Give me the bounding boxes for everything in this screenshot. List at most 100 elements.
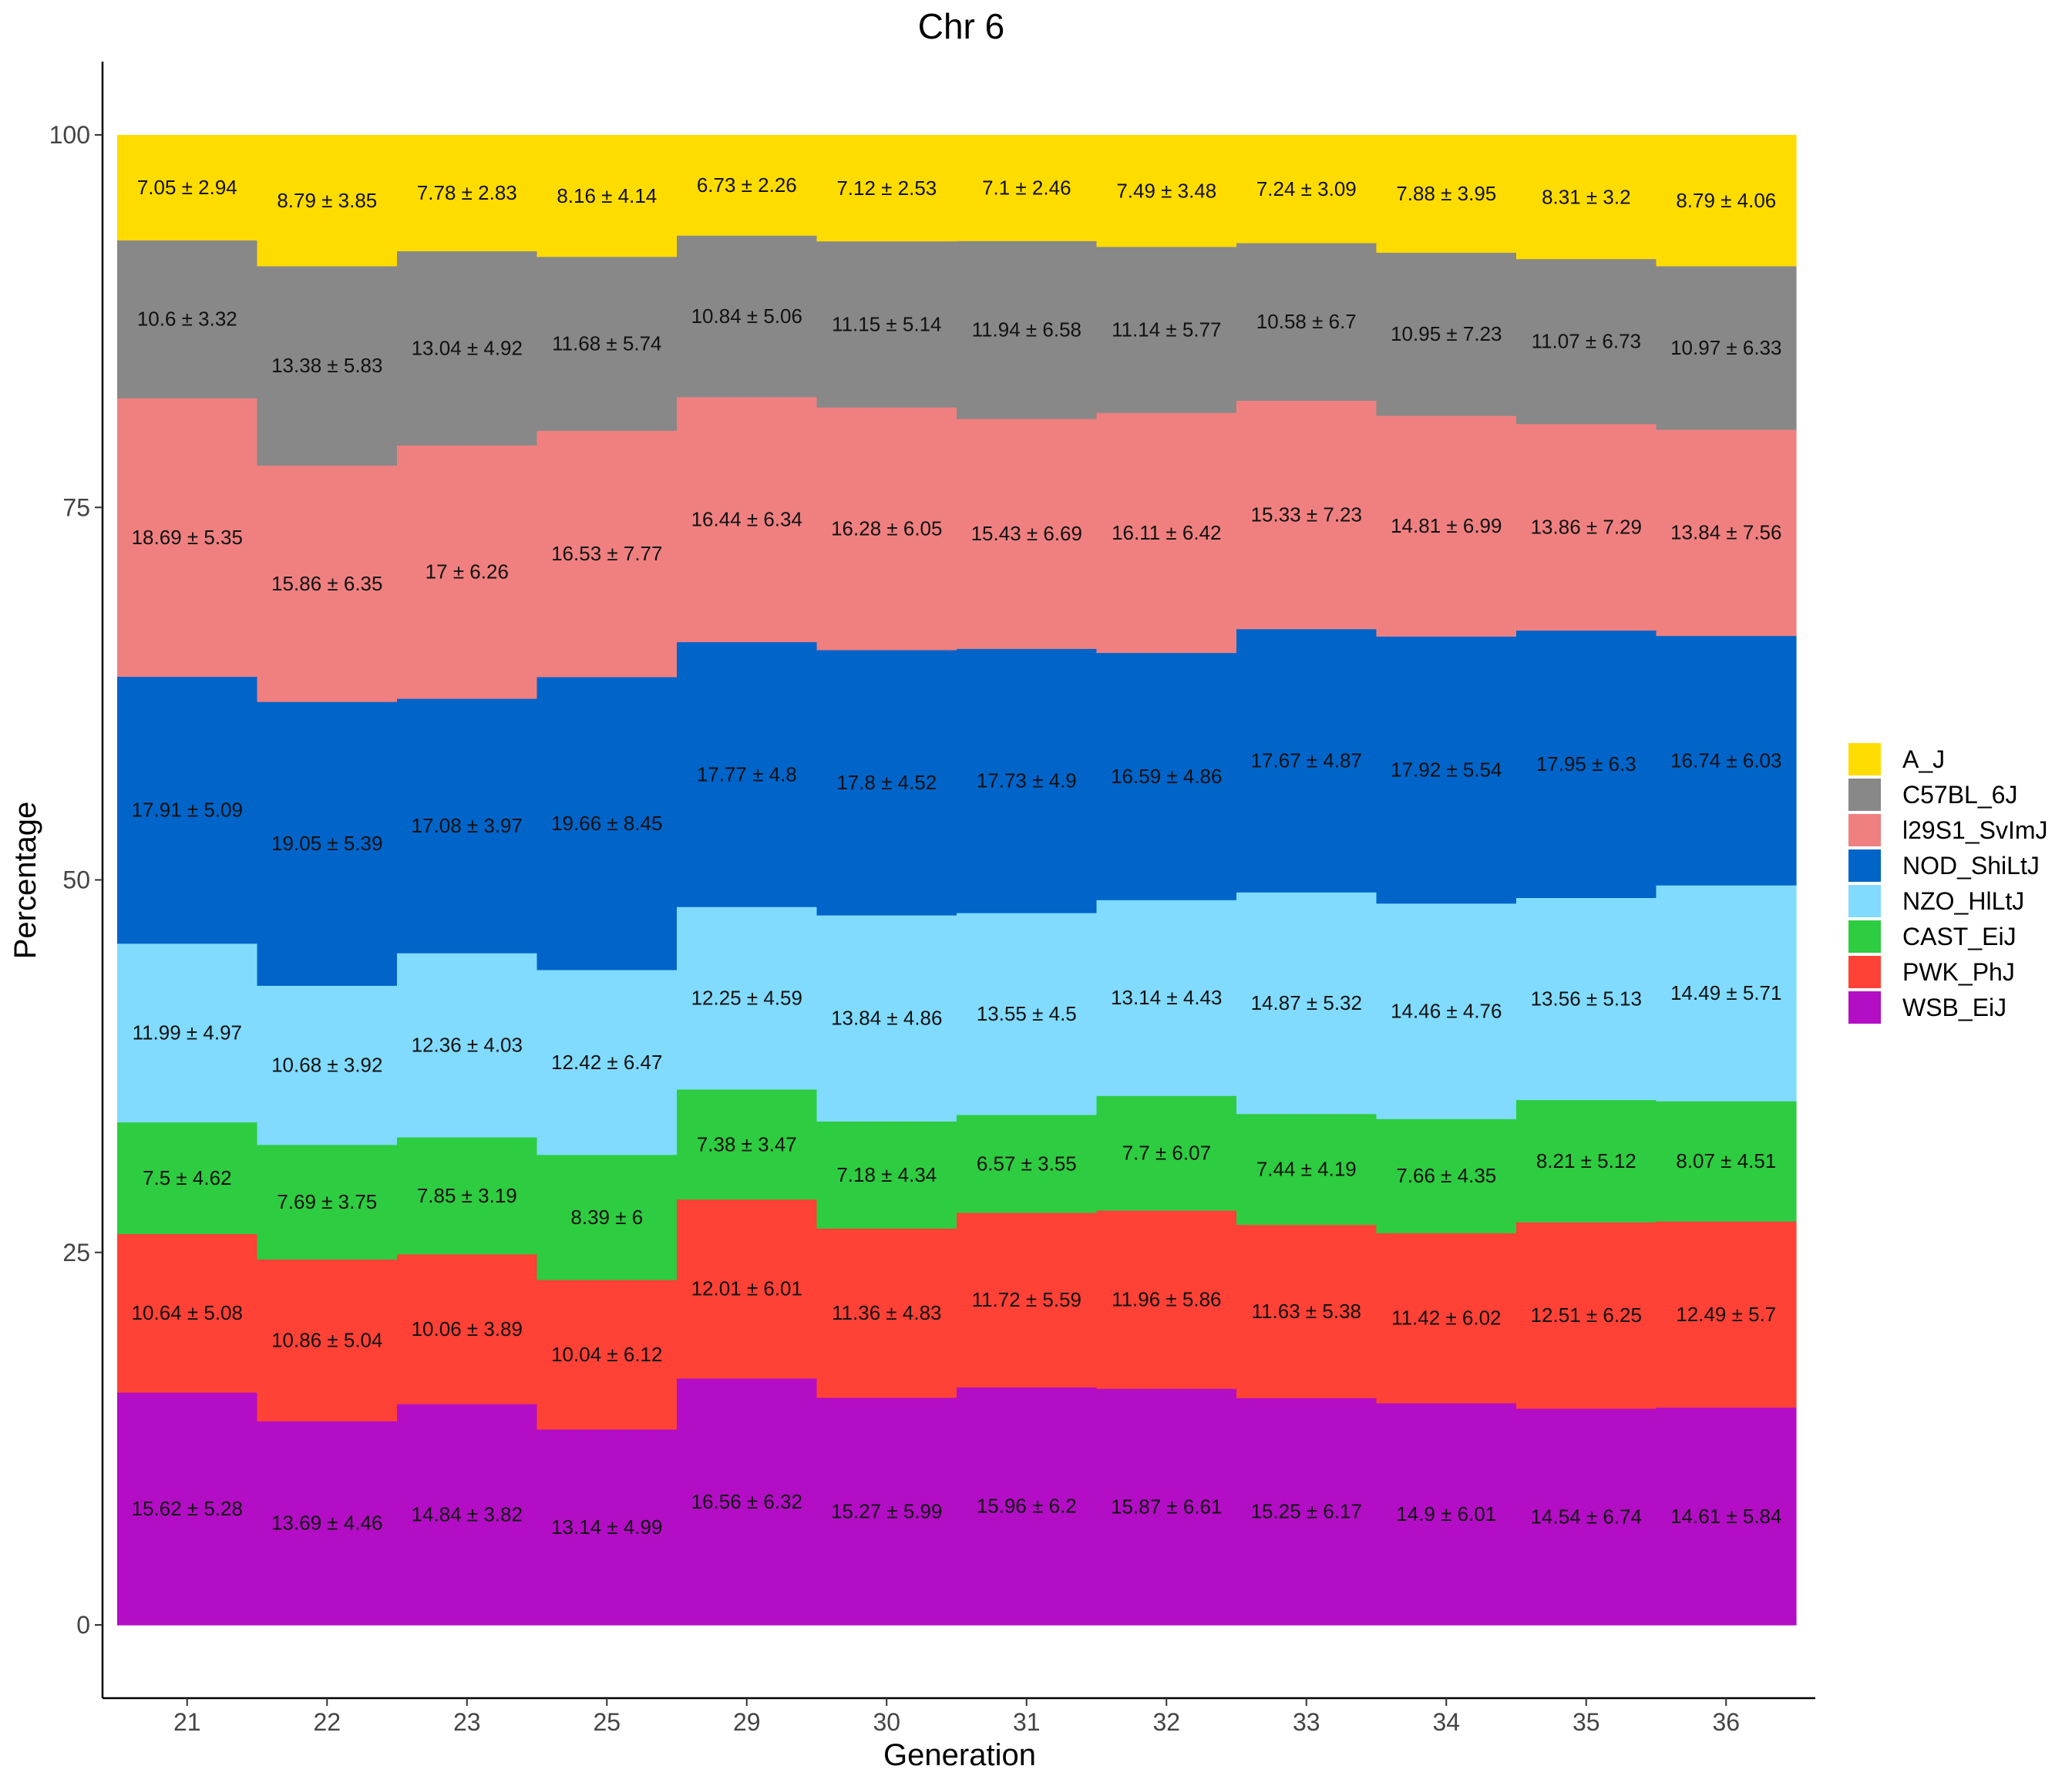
bar-segment-l29s1-svimj-gen-31 bbox=[957, 419, 1098, 649]
bar-segment-l29s1-svimj-gen-21 bbox=[117, 398, 258, 678]
bar-segment-nzo-hlltj-gen-34 bbox=[1376, 903, 1517, 1119]
segment-label-nod-shiltj-gen-22: 19.05 ± 5.39 bbox=[271, 832, 382, 855]
segment-label-nod-shiltj-gen-23: 17.08 ± 3.97 bbox=[412, 814, 523, 837]
segment-label-nzo-hlltj-gen-22: 10.68 ± 3.92 bbox=[271, 1054, 382, 1077]
segment-label-cast-eij-gen-30: 7.18 ± 4.34 bbox=[836, 1163, 937, 1186]
segment-label-cast-eij-gen-31: 6.57 ± 3.55 bbox=[977, 1152, 1077, 1175]
bar-segment-nod-shiltj-gen-25 bbox=[536, 676, 678, 970]
segment-label-pwk-phj-gen-33: 11.63 ± 5.38 bbox=[1252, 1300, 1361, 1323]
bar-segment-pwk-phj-gen-25 bbox=[536, 1280, 678, 1430]
bar-segment-pwk-phj-gen-33 bbox=[1236, 1224, 1377, 1398]
bar-segment-nzo-hlltj-gen-31 bbox=[957, 913, 1098, 1115]
segment-label-c57bl-6j-gen-25: 11.68 ± 5.74 bbox=[552, 332, 661, 355]
segment-label-c57bl-6j-gen-33: 10.58 ± 6.7 bbox=[1256, 310, 1357, 333]
bar-segment-nod-shiltj-gen-33 bbox=[1236, 628, 1377, 893]
segment-label-cast-eij-gen-25: 8.39 ± 6 bbox=[570, 1206, 643, 1229]
legend-label-pwk-phj: PWK_PhJ bbox=[1902, 958, 2015, 986]
segment-label-c57bl-6j-gen-32: 11.14 ± 5.77 bbox=[1112, 318, 1221, 341]
segment-label-wsb-eij-gen-23: 14.84 ± 3.82 bbox=[412, 1503, 523, 1526]
x-tick-label: 34 bbox=[1432, 1708, 1460, 1736]
bar-segment-pwk-phj-gen-30 bbox=[816, 1228, 957, 1398]
x-tick-label: 33 bbox=[1293, 1708, 1320, 1736]
bar-segment-nzo-hlltj-gen-32 bbox=[1096, 900, 1237, 1096]
legend-swatch-a-j bbox=[1848, 743, 1881, 775]
segment-label-pwk-phj-gen-34: 11.42 ± 6.02 bbox=[1391, 1307, 1501, 1330]
segment-label-pwk-phj-gen-31: 11.72 ± 5.59 bbox=[972, 1288, 1081, 1311]
segment-label-c57bl-6j-gen-31: 11.94 ± 6.58 bbox=[972, 318, 1081, 341]
segment-label-nzo-hlltj-gen-30: 13.84 ± 4.86 bbox=[831, 1007, 942, 1030]
legend-label-nod-shiltj: NOD_ShiLtJ bbox=[1902, 852, 2040, 880]
bar-segment-a-j-gen-31 bbox=[957, 135, 1098, 241]
segment-label-nod-shiltj-gen-32: 16.59 ± 4.86 bbox=[1111, 765, 1222, 788]
segment-label-a-j-gen-29: 6.73 ± 2.26 bbox=[697, 173, 797, 197]
bar-segment-nod-shiltj-gen-34 bbox=[1376, 636, 1517, 904]
segment-label-pwk-phj-gen-21: 10.64 ± 5.08 bbox=[132, 1301, 243, 1324]
y-tick-label: 100 bbox=[49, 121, 90, 149]
segment-label-wsb-eij-gen-21: 15.62 ± 5.28 bbox=[132, 1497, 243, 1520]
bar-segment-c57bl-6j-gen-30 bbox=[816, 240, 957, 408]
bar-segment-a-j-gen-30 bbox=[816, 135, 957, 242]
chart-title: Chr 6 bbox=[918, 6, 1004, 46]
bar-segment-pwk-phj-gen-21 bbox=[117, 1233, 258, 1393]
bar-segment-pwk-phj-gen-32 bbox=[1096, 1210, 1237, 1389]
bar-segment-wsb-eij-gen-34 bbox=[1376, 1403, 1517, 1626]
y-tick-label: 50 bbox=[62, 866, 90, 894]
y-axis-title: Percentage bbox=[8, 802, 42, 960]
y-tick-label: 25 bbox=[62, 1239, 90, 1266]
segment-label-a-j-gen-25: 8.16 ± 4.14 bbox=[557, 184, 657, 207]
segment-label-cast-eij-gen-36: 8.07 ± 4.51 bbox=[1676, 1149, 1776, 1172]
legend-swatch-l29s1-svimj bbox=[1848, 814, 1881, 846]
segment-label-nzo-hlltj-gen-23: 12.36 ± 4.03 bbox=[412, 1034, 523, 1057]
segment-label-a-j-gen-30: 7.12 ± 2.53 bbox=[836, 177, 937, 200]
segment-label-cast-eij-gen-35: 8.21 ± 5.12 bbox=[1536, 1149, 1636, 1172]
bar-segment-l29s1-svimj-gen-34 bbox=[1376, 415, 1517, 637]
legend-label-wsb-eij: WSB_EiJ bbox=[1902, 994, 2006, 1021]
segment-label-nzo-hlltj-gen-33: 14.87 ± 5.32 bbox=[1251, 991, 1362, 1014]
bar-segment-pwk-phj-gen-31 bbox=[957, 1212, 1098, 1388]
bar-segment-cast-eij-gen-36 bbox=[1656, 1101, 1797, 1222]
legend: A_J C57BL_6J l29S1_SvImJ NOD_ShiLtJ NZO_HlLt… bbox=[1848, 743, 2048, 1024]
segment-label-wsb-eij-gen-30: 15.27 ± 5.99 bbox=[831, 1499, 942, 1522]
bar-segment-nod-shiltj-gen-22 bbox=[257, 701, 398, 986]
bar-segment-c57bl-6j-gen-32 bbox=[1096, 246, 1237, 413]
segment-label-pwk-phj-gen-25: 10.04 ± 6.12 bbox=[551, 1343, 662, 1366]
y-axis-ticks: 0 25 50 75 100 bbox=[49, 121, 103, 1639]
bar-segment-l29s1-svimj-gen-32 bbox=[1096, 412, 1237, 654]
bar-segment-pwk-phj-gen-36 bbox=[1656, 1221, 1797, 1408]
bar-segment-nod-shiltj-gen-21 bbox=[117, 676, 258, 944]
bar-segment-a-j-gen-34 bbox=[1376, 135, 1517, 253]
bar-segment-pwk-phj-gen-35 bbox=[1516, 1222, 1657, 1409]
legend-swatch-c57bl-6j bbox=[1848, 779, 1881, 811]
segment-label-l29s1-svimj-gen-30: 16.28 ± 6.05 bbox=[831, 517, 942, 540]
bar-segment-a-j-gen-33 bbox=[1236, 135, 1377, 244]
bar-segments bbox=[117, 135, 1797, 1626]
legend-label-l29s1-svimj: l29S1_SvImJ bbox=[1902, 816, 2048, 844]
legend-swatch-cast-eij bbox=[1848, 920, 1881, 953]
segment-label-c57bl-6j-gen-35: 11.07 ± 6.73 bbox=[1532, 330, 1641, 353]
bar-segment-nod-shiltj-gen-23 bbox=[397, 698, 538, 954]
bar-segment-a-j-gen-32 bbox=[1096, 135, 1237, 247]
x-tick-label: 31 bbox=[1013, 1708, 1041, 1736]
bar-segment-c57bl-6j-gen-21 bbox=[117, 240, 258, 399]
segment-label-a-j-gen-22: 8.79 ± 3.85 bbox=[277, 189, 377, 212]
bar-segment-pwk-phj-gen-29 bbox=[677, 1199, 818, 1379]
bar-segment-nzo-hlltj-gen-29 bbox=[677, 906, 818, 1090]
segment-label-cast-eij-gen-32: 7.7 ± 6.07 bbox=[1122, 1142, 1211, 1165]
segment-label-wsb-eij-gen-36: 14.61 ± 5.84 bbox=[1670, 1505, 1781, 1528]
bar-segment-nzo-hlltj-gen-25 bbox=[536, 969, 678, 1155]
segment-label-nod-shiltj-gen-29: 17.77 ± 4.8 bbox=[697, 762, 797, 785]
bar-segment-l29s1-svimj-gen-33 bbox=[1236, 400, 1377, 630]
bar-segment-cast-eij-gen-21 bbox=[117, 1122, 258, 1234]
segment-label-cast-eij-gen-22: 7.69 ± 3.75 bbox=[277, 1190, 377, 1213]
legend-label-nzo-hlltj: NZO_HlLtJ bbox=[1902, 887, 2024, 915]
bar-segment-nzo-hlltj-gen-36 bbox=[1656, 885, 1797, 1102]
bar-segment-pwk-phj-gen-23 bbox=[397, 1253, 538, 1404]
segment-label-l29s1-svimj-gen-33: 15.33 ± 7.23 bbox=[1251, 503, 1362, 526]
segment-label-nzo-hlltj-gen-35: 13.56 ± 5.13 bbox=[1531, 987, 1642, 1010]
segment-label-c57bl-6j-gen-34: 10.95 ± 7.23 bbox=[1391, 322, 1502, 345]
segment-label-a-j-gen-33: 7.24 ± 3.09 bbox=[1256, 177, 1357, 200]
segment-label-nzo-hlltj-gen-31: 13.55 ± 4.5 bbox=[977, 1002, 1077, 1025]
bar-segment-wsb-eij-gen-32 bbox=[1096, 1388, 1237, 1626]
bar-segment-wsb-eij-gen-29 bbox=[677, 1377, 818, 1626]
